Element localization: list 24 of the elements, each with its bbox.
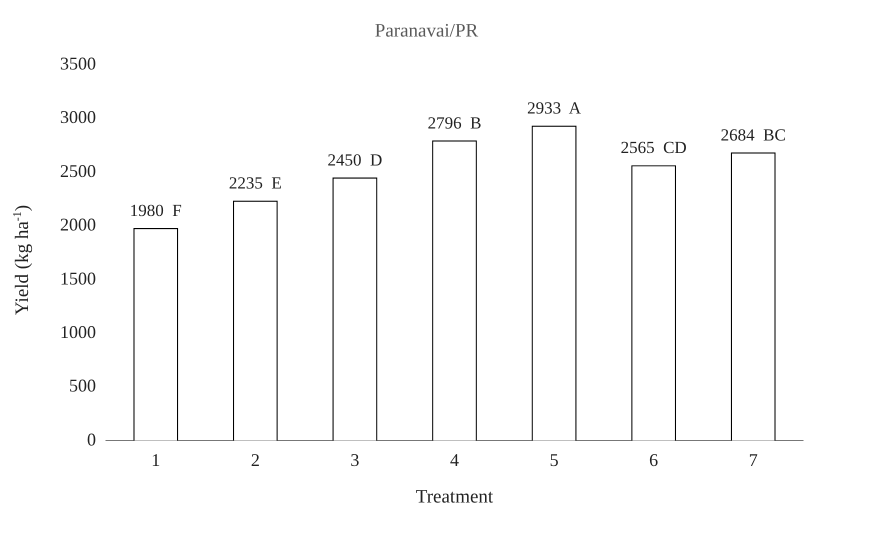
data-label: 2796 B: [428, 113, 482, 132]
y-tick-label: 2000: [60, 214, 96, 235]
chart-title: Paranavai/PR: [374, 20, 479, 42]
y-tick-label: 1500: [60, 268, 96, 288]
y-tick-label: 2500: [60, 160, 96, 181]
x-tick-label: 5: [550, 450, 559, 470]
data-label: 2235 E: [228, 174, 282, 193]
x-tick-label: 7: [748, 450, 758, 470]
x-tick-label: 3: [350, 450, 360, 470]
y-tick-label: 3000: [60, 107, 96, 128]
data-label: 2450 D: [328, 150, 382, 170]
y-tick-label: 1000: [60, 322, 96, 342]
x-tick-label: 4: [450, 450, 459, 470]
data-label: 2565 CD: [620, 138, 687, 158]
data-label: 2933 A: [527, 98, 582, 118]
y-tick-label: 3500: [60, 54, 96, 74]
data-label: 2684 BC: [720, 125, 786, 144]
x-axis-title: Treatment: [416, 486, 494, 508]
x-tick-label: 6: [649, 450, 658, 470]
x-tick-label: 1: [151, 450, 160, 470]
x-tick-label: 2: [250, 450, 260, 470]
y-tick-label: 500: [69, 376, 96, 396]
data-label: 1980 F: [130, 200, 182, 220]
y-tick-label: 0: [87, 429, 96, 450]
